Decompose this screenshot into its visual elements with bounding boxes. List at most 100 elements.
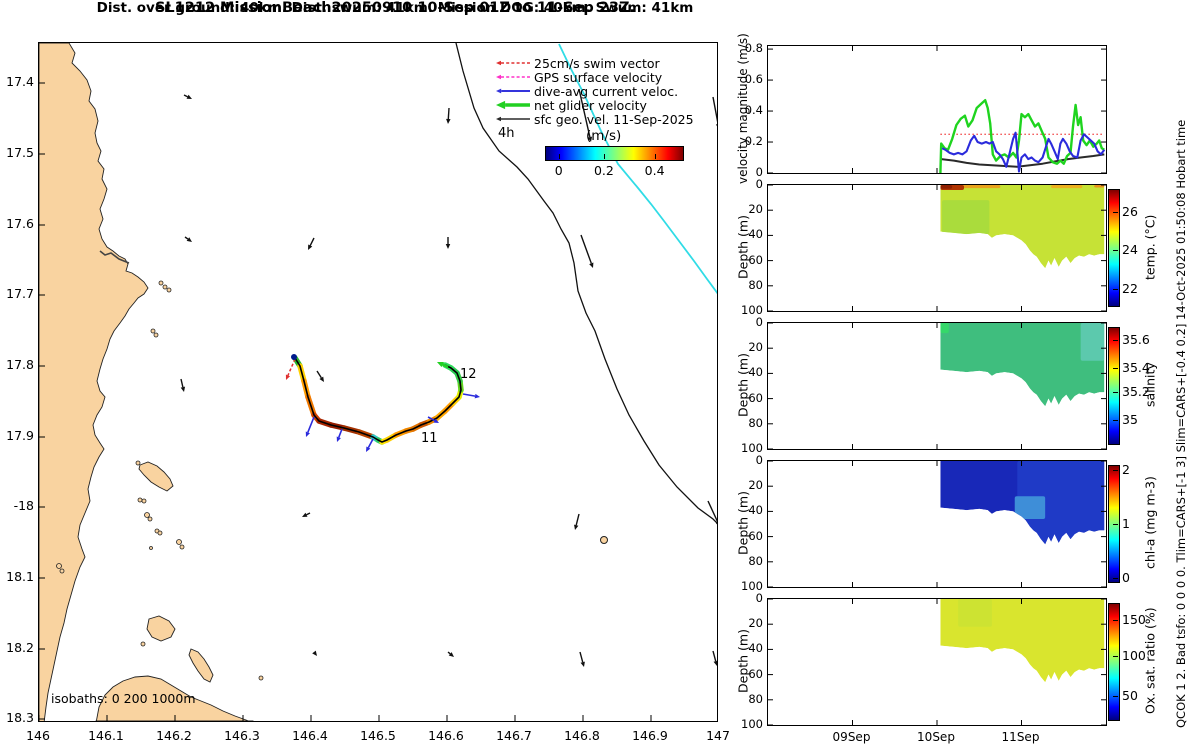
colorbar-tick	[1113, 250, 1118, 252]
colorbar-tick	[1113, 469, 1118, 471]
colorbar-tick	[1113, 212, 1118, 214]
tick-label: 0.2	[744, 134, 763, 149]
tick-label: 20	[748, 202, 763, 217]
tick-label: 100	[741, 441, 763, 455]
waypoint-label-12: 12	[460, 367, 477, 382]
legend-label: dive-avg current veloc.	[534, 83, 679, 99]
tick-label: 17.4	[6, 74, 34, 89]
legend-label: 25cm/s swim vector	[534, 55, 660, 71]
tick-label: 0	[755, 165, 763, 179]
colorbar-tick	[1113, 367, 1118, 369]
tick-label: 0.8	[744, 41, 763, 56]
tick-label: 17.7	[6, 286, 34, 301]
track-map-canvas	[39, 43, 717, 721]
colorbar-tick	[1113, 524, 1118, 526]
tick-label: 18.2	[6, 640, 34, 655]
tick-label: 24	[1122, 242, 1138, 258]
tick-label: 147	[706, 728, 730, 743]
tick-label: 0.4	[644, 163, 665, 178]
tick-label: 40	[748, 503, 763, 518]
colorbar-tick	[1113, 339, 1118, 341]
legend-label: GPS surface velocity	[534, 69, 663, 85]
tick-label: 0	[755, 591, 763, 605]
tick-label: 146	[26, 728, 50, 743]
map-legend: 25cm/s swim vector GPS surface velocity …	[490, 55, 694, 127]
tick-label: 22	[1122, 280, 1138, 296]
chlorophyll-section-panel	[767, 460, 1107, 588]
tick-label: 146.1	[88, 728, 124, 743]
tick-label: 146.8	[564, 728, 600, 743]
time-step-label: 4h	[498, 126, 515, 141]
tick-label: 100	[1122, 648, 1146, 664]
tick-label: 146.3	[224, 728, 260, 743]
tick-label: 17.5	[6, 145, 34, 160]
swim-vector-arrow-icon	[496, 60, 530, 66]
tick-label: 146.2	[156, 728, 192, 743]
tick-label: 40	[748, 641, 763, 656]
tick-label: 0	[554, 163, 563, 178]
tick-label: 150	[1122, 612, 1146, 628]
temperature-colorbar-label: temp. (°C)	[1142, 214, 1158, 280]
tick-label: 40	[748, 365, 763, 380]
track-map: isobaths: 0 200 1000m 11 12	[38, 42, 718, 722]
colorbar-tick	[1113, 419, 1118, 421]
salinity-colorbar	[1108, 327, 1120, 445]
map-colorbar-units: (m/s)	[586, 128, 622, 144]
tick-label: 35.2	[1122, 383, 1150, 399]
salinity-colorbar-label: salinity	[1142, 362, 1158, 408]
tick-label: 100	[741, 303, 763, 317]
net-glider-velocity-arrow-icon	[496, 100, 530, 110]
tick-label: 80	[748, 691, 763, 706]
legend-row-diveavg: dive-avg current veloc.	[490, 83, 694, 99]
chlorophyll-colorbar	[1108, 465, 1120, 583]
salinity-section-panel	[767, 322, 1107, 450]
legend-row-netvel: net glider velocity	[490, 98, 694, 113]
figure-title: SL1212 MissionBeach20250910 10-Sep 01Z t…	[154, 0, 636, 16]
colorbar-tick	[558, 154, 560, 159]
tick-label: 0	[755, 453, 763, 467]
waypoint-label-11: 11	[421, 431, 438, 446]
tick-label: -18	[13, 498, 34, 513]
tick-label: 0	[755, 315, 763, 329]
oxygen-colorbar-label: Ox. sat. ratio (%)	[1142, 607, 1158, 715]
legend-row-swim: 25cm/s swim vector	[490, 55, 694, 71]
tick-label: 20	[748, 616, 763, 631]
chlorophyll-colorbar-label: chl-a (mg m-3)	[1142, 476, 1158, 570]
tick-label: 35.6	[1122, 331, 1150, 347]
colorbar-tick	[603, 154, 605, 159]
temperature-colorbar	[1108, 189, 1120, 307]
tick-label: 18.1	[6, 569, 34, 584]
colorbar-tick	[1113, 656, 1118, 658]
tick-label: 100	[741, 579, 763, 593]
colorbar-tick	[1113, 577, 1118, 579]
tick-label: 100	[741, 717, 763, 731]
tick-label: 11Sep	[1001, 730, 1040, 744]
tick-label: 0.4	[744, 103, 763, 118]
tick-label: 60	[748, 666, 763, 681]
tick-label: 35	[1122, 411, 1138, 427]
dive-avg-arrow-icon	[496, 88, 530, 94]
tick-label: 60	[748, 390, 763, 405]
legend-label: sfc geo. vel. 11-Sep-2025	[534, 111, 694, 127]
tick-label: 18.3	[6, 710, 34, 725]
tick-label: 40	[748, 227, 763, 242]
tick-label: 60	[748, 528, 763, 543]
tick-label: 80	[748, 553, 763, 568]
tick-label: 0	[755, 177, 763, 191]
legend-row-gps: GPS surface velocity	[490, 69, 694, 85]
isobaths-note: isobaths: 0 200 1000m	[51, 691, 196, 706]
legend-row-sfcgeo: sfc geo. vel. 11-Sep-2025	[490, 111, 694, 127]
tick-label: 60	[748, 252, 763, 267]
tick-label: 146.6	[428, 728, 464, 743]
tick-label: 09Sep	[832, 730, 871, 744]
tick-label: 20	[748, 340, 763, 355]
tick-label: 2	[1122, 461, 1130, 477]
tick-label: 17.8	[6, 357, 34, 372]
tick-label: 0.6	[744, 72, 763, 87]
map-velocity-colorbar	[545, 146, 684, 161]
tick-label: 50	[1122, 687, 1138, 703]
tick-label: 20	[748, 478, 763, 493]
tick-label: 80	[748, 277, 763, 292]
tick-label: 146.4	[292, 728, 328, 743]
